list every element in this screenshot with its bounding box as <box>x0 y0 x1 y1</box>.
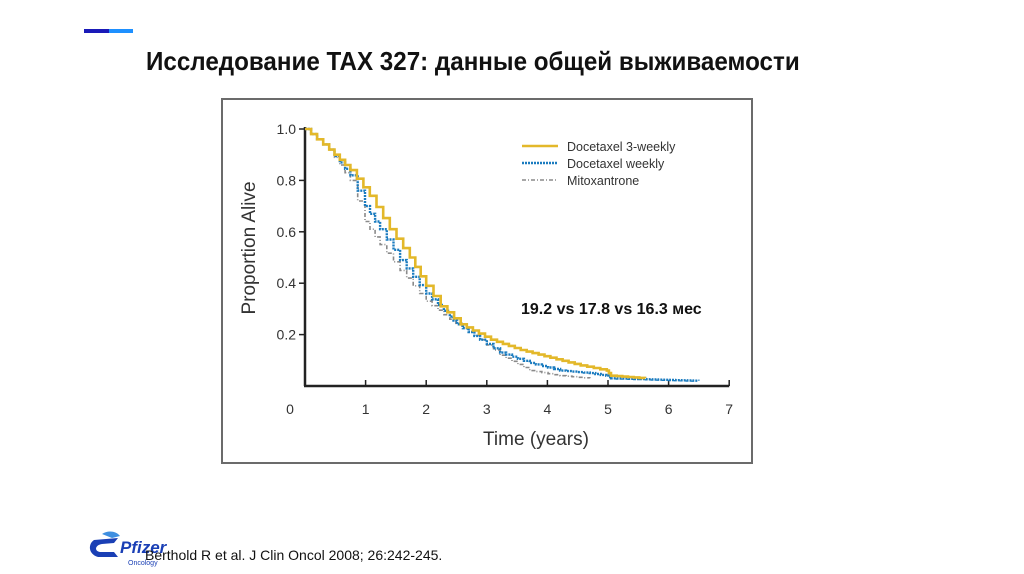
y-axis-label: Proportion Alive <box>239 181 260 314</box>
x-tick-label: 5 <box>604 401 612 417</box>
curve-docetaxel-weekly <box>305 127 700 382</box>
y-tick-label: 0.2 <box>277 327 297 343</box>
y-tick-label: 0.4 <box>277 275 297 291</box>
accent-bar-light <box>109 29 133 33</box>
x-tick-label: 2 <box>422 401 430 417</box>
curve-docetaxel-3-weekly <box>305 127 647 380</box>
chart-legend: Docetaxel 3-weekly Docetaxel weekly Mitoxa… <box>522 140 676 188</box>
logo-name: Pfizer <box>120 538 168 557</box>
x-tick-label: 6 <box>665 401 673 417</box>
chart-axes: 0.2 0.4 0.6 0.8 1.0 0 1 2 3 4 5 6 7 <box>277 121 734 417</box>
accent-bar <box>84 29 133 33</box>
x-tick-label: 0 <box>286 401 294 417</box>
chart-frame <box>221 98 753 464</box>
y-tick-label: 0.8 <box>277 172 297 188</box>
y-tick-label: 1.0 <box>277 121 297 137</box>
logo-sub: Oncology <box>128 560 158 567</box>
x-tick-label: 7 <box>725 401 733 417</box>
x-tick-label: 3 <box>483 401 491 417</box>
x-tick-label: 1 <box>362 401 370 417</box>
accent-bar-dark <box>84 29 109 33</box>
x-axis-label: Time (years) <box>483 429 589 450</box>
legend-label: Mitoxantrone <box>567 174 639 188</box>
legend-label: Docetaxel weekly <box>567 157 665 171</box>
citation-footnote: Berthold R et al. J Clin Oncol 2008; 26:… <box>145 547 443 563</box>
median-survival-annotation: 19.2 vs 17.8 vs 16.3 мес <box>521 301 702 318</box>
curve-mitoxantrone <box>305 128 591 379</box>
legend-label: Docetaxel 3-weekly <box>567 140 676 154</box>
pfizer-logo: Pfizer Oncology <box>89 531 168 567</box>
slide-title: Исследование TAX 327: данные общей выжив… <box>146 46 800 76</box>
x-tick-label: 4 <box>544 401 552 417</box>
chart-curves <box>305 127 700 382</box>
y-tick-label: 0.6 <box>277 224 297 240</box>
pfizer-swoosh-icon <box>89 538 118 557</box>
